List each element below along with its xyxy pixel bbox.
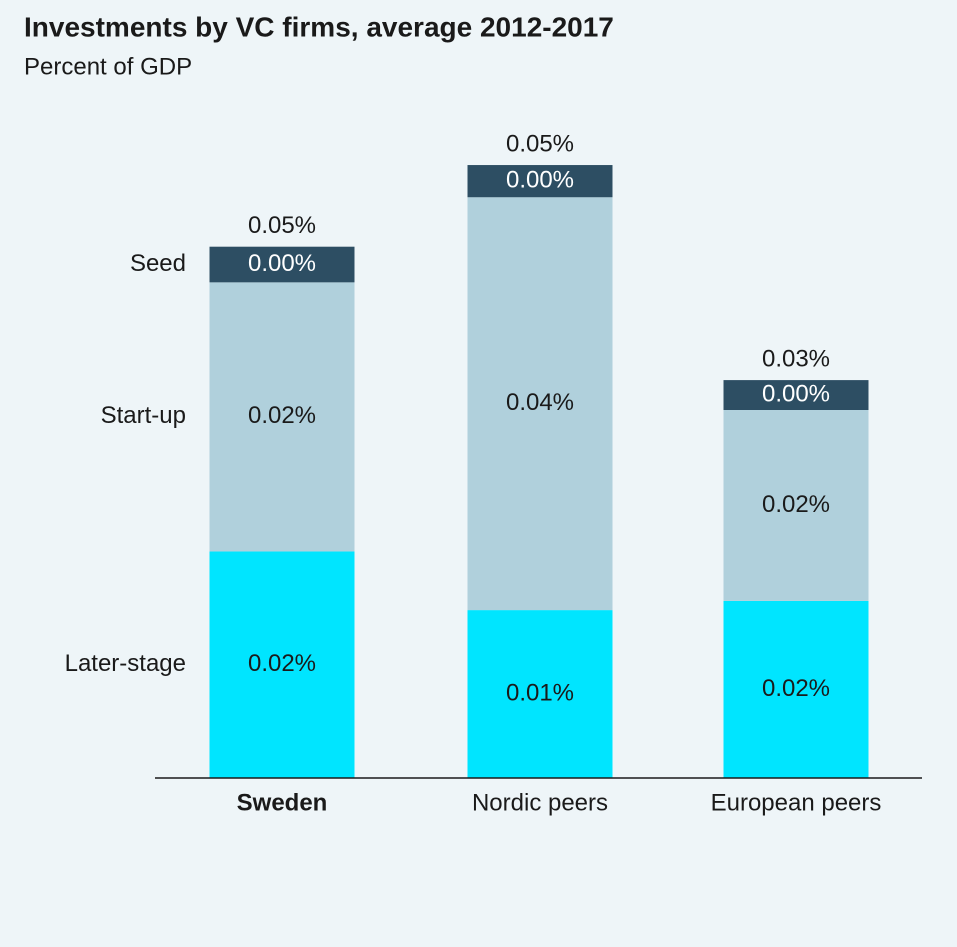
value-label: 0.00% bbox=[762, 380, 830, 407]
bar-segment bbox=[723, 600, 869, 778]
bar-segment bbox=[467, 197, 613, 611]
value-label: 0.02% bbox=[248, 402, 316, 429]
bar-segment bbox=[723, 380, 869, 410]
x-tick-label: Nordic peers bbox=[472, 789, 608, 816]
value-label: 0.02% bbox=[248, 650, 316, 677]
legend-label: Seed bbox=[130, 250, 186, 277]
legend-label: Start-up bbox=[101, 402, 186, 429]
bar-segment bbox=[209, 551, 355, 778]
x-tick-label: European peers bbox=[711, 789, 882, 816]
chart-subtitle: Percent of GDP bbox=[24, 53, 192, 80]
bar-segment bbox=[467, 610, 613, 778]
value-label: 0.01% bbox=[506, 679, 574, 706]
value-label: 0.02% bbox=[762, 675, 830, 702]
x-tick-label: Sweden bbox=[237, 789, 328, 816]
bar-segment bbox=[209, 282, 355, 552]
bar-segment bbox=[467, 165, 613, 198]
value-label: 0.02% bbox=[762, 491, 830, 518]
value-label: 0.00% bbox=[248, 250, 316, 277]
total-label: 0.05% bbox=[248, 212, 316, 239]
value-label: 0.04% bbox=[506, 389, 574, 416]
total-label: 0.05% bbox=[506, 130, 574, 157]
bar-segment bbox=[723, 410, 869, 601]
value-label: 0.00% bbox=[506, 166, 574, 193]
legend-label: Later-stage bbox=[65, 650, 186, 677]
bar-segment bbox=[209, 246, 355, 283]
chart-title: Investments by VC firms, average 2012-20… bbox=[24, 11, 614, 42]
total-label: 0.03% bbox=[762, 345, 830, 372]
